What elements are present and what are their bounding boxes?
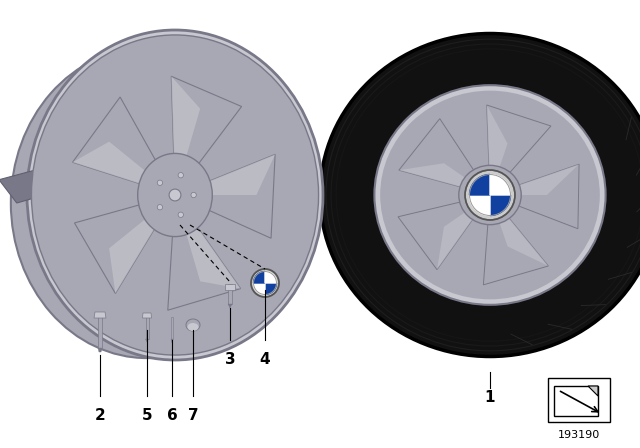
Circle shape xyxy=(476,184,481,190)
Polygon shape xyxy=(486,105,508,175)
Ellipse shape xyxy=(31,35,319,355)
Polygon shape xyxy=(98,348,102,352)
Circle shape xyxy=(476,200,481,206)
Polygon shape xyxy=(253,283,265,294)
Circle shape xyxy=(465,170,515,220)
Text: 1: 1 xyxy=(484,390,495,405)
Polygon shape xyxy=(225,284,235,290)
Polygon shape xyxy=(470,195,490,215)
Polygon shape xyxy=(486,105,551,180)
Ellipse shape xyxy=(459,165,521,224)
Polygon shape xyxy=(94,312,106,318)
Polygon shape xyxy=(509,164,579,195)
Circle shape xyxy=(191,192,196,198)
Polygon shape xyxy=(74,201,163,293)
Text: 4: 4 xyxy=(260,352,270,367)
Circle shape xyxy=(492,179,497,185)
Polygon shape xyxy=(588,386,598,396)
Text: 7: 7 xyxy=(188,408,198,423)
Polygon shape xyxy=(265,283,276,294)
Polygon shape xyxy=(483,211,548,285)
Polygon shape xyxy=(490,195,511,215)
Ellipse shape xyxy=(380,90,600,299)
Text: 2: 2 xyxy=(95,408,106,423)
Circle shape xyxy=(157,205,163,210)
Ellipse shape xyxy=(11,48,283,358)
Polygon shape xyxy=(470,175,490,195)
Ellipse shape xyxy=(188,323,198,331)
Polygon shape xyxy=(72,97,164,189)
Circle shape xyxy=(178,172,184,178)
Polygon shape xyxy=(194,204,271,238)
Polygon shape xyxy=(182,213,241,289)
Polygon shape xyxy=(399,163,470,190)
Bar xyxy=(98,312,102,348)
Circle shape xyxy=(178,212,184,217)
Polygon shape xyxy=(195,155,275,195)
Circle shape xyxy=(251,269,279,297)
Polygon shape xyxy=(265,271,276,283)
Bar xyxy=(228,284,232,304)
Circle shape xyxy=(157,180,163,185)
Ellipse shape xyxy=(27,30,323,360)
Polygon shape xyxy=(168,218,173,310)
Ellipse shape xyxy=(186,319,200,331)
Ellipse shape xyxy=(138,153,212,237)
Polygon shape xyxy=(437,210,478,270)
Ellipse shape xyxy=(45,50,305,340)
Polygon shape xyxy=(398,200,478,270)
Polygon shape xyxy=(109,211,163,293)
Circle shape xyxy=(502,192,508,198)
Ellipse shape xyxy=(374,85,605,305)
Text: 3: 3 xyxy=(225,352,236,367)
Polygon shape xyxy=(171,339,173,343)
Polygon shape xyxy=(72,142,155,189)
Bar xyxy=(171,317,173,339)
Polygon shape xyxy=(490,175,511,195)
Text: 6: 6 xyxy=(166,408,177,423)
Polygon shape xyxy=(143,313,152,318)
Polygon shape xyxy=(194,155,275,238)
Polygon shape xyxy=(399,119,479,190)
Polygon shape xyxy=(0,170,45,203)
Polygon shape xyxy=(172,76,241,177)
Circle shape xyxy=(169,189,181,201)
Text: 5: 5 xyxy=(141,408,152,423)
Polygon shape xyxy=(120,97,164,176)
Polygon shape xyxy=(253,271,265,283)
Polygon shape xyxy=(228,304,232,308)
Polygon shape xyxy=(188,107,241,177)
Polygon shape xyxy=(74,201,155,223)
Circle shape xyxy=(492,205,497,211)
Polygon shape xyxy=(145,339,148,342)
Bar xyxy=(548,378,610,422)
Bar xyxy=(554,386,598,416)
Text: 193190: 193190 xyxy=(558,430,600,440)
Polygon shape xyxy=(172,76,200,172)
Polygon shape xyxy=(168,213,241,310)
Polygon shape xyxy=(499,211,548,266)
Ellipse shape xyxy=(320,34,640,357)
Bar xyxy=(145,313,148,339)
Polygon shape xyxy=(509,164,579,229)
